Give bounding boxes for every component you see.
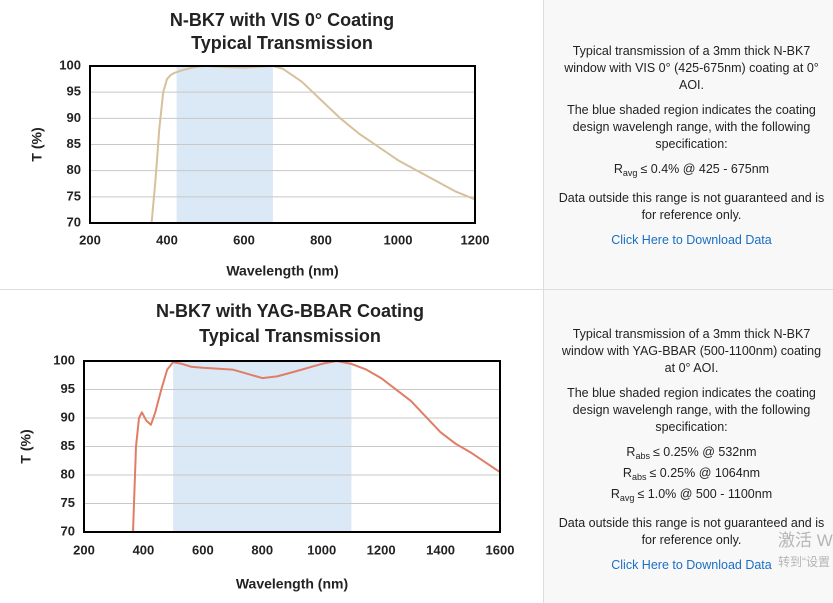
chart-subtitle: Typical Transmission: [191, 33, 373, 53]
intro-text: Typical transmission of a 3mm thick N-BK…: [564, 44, 819, 92]
download-link[interactable]: Click Here to Download Data: [611, 233, 772, 247]
y-tick-label: 100: [53, 352, 75, 367]
x-tick-label: 1000: [307, 542, 336, 557]
x-tick-label: 1200: [367, 542, 396, 557]
x-tick-label: 200: [73, 542, 95, 557]
y-tick-label: 80: [67, 162, 81, 177]
chart-cell: N-BK7 with YAG-BBAR Coating Typical Trans…: [0, 290, 543, 603]
y-tick-label: 70: [67, 214, 81, 229]
y-tick-label: 90: [67, 110, 81, 125]
x-tick-label: 800: [310, 232, 332, 247]
spec-line: Ravg ≤ 1.0% @ 500 - 1100nm: [556, 486, 827, 507]
spec-list: Ravg ≤ 0.4% @ 425 - 675nm: [556, 161, 827, 182]
spec-text: ≤ 0.25% @ 1064nm: [649, 466, 761, 480]
y-tick-label: 85: [61, 438, 75, 453]
y-tick-label: 95: [61, 381, 75, 396]
y-tick-label: 85: [67, 136, 81, 151]
description-panel: Typical transmission of a 3mm thick N-BK…: [543, 0, 833, 289]
y-tick-label: 95: [67, 84, 81, 99]
x-tick-label: 600: [233, 232, 255, 247]
spec-text: ≤ 0.4% @ 425 - 675nm: [640, 162, 770, 176]
spec-line: Rabs ≤ 0.25% @ 532nm: [556, 444, 827, 465]
x-tick-label: 800: [251, 542, 273, 557]
spec-subscript: abs: [631, 472, 647, 482]
intro-text: Typical transmission of a 3mm thick N-BK…: [561, 327, 822, 375]
spec-symbol: R: [626, 445, 636, 459]
spec-text: ≤ 1.0% @ 500 - 1100nm: [637, 487, 773, 501]
x-tick-label: 600: [192, 542, 214, 557]
chart-title: N-BK7 with VIS 0° Coating: [170, 10, 394, 30]
data-line: [150, 65, 476, 224]
y-tick-label: 100: [59, 57, 81, 72]
chart-cell: N-BK7 with VIS 0° Coating Typical Transmi…: [0, 0, 543, 289]
x-tick-label: 200: [79, 232, 101, 247]
watermark: 激活 W: [778, 531, 833, 550]
row: N-BK7 with VIS 0° Coating Typical Transmi…: [0, 0, 833, 290]
x-tick-label: 1600: [486, 542, 515, 557]
spec-line: Rabs ≤ 0.25% @ 1064nm: [556, 465, 827, 486]
spec-symbol: R: [610, 487, 620, 501]
chart-subtitle: Typical Transmission: [199, 326, 381, 346]
spec-symbol: R: [622, 466, 632, 480]
y-axis-label: T (%): [29, 127, 45, 161]
description-panel: Typical transmission of a 3mm thick N-BK…: [543, 290, 833, 603]
spec-line: Ravg ≤ 0.4% @ 425 - 675nm: [556, 161, 827, 182]
spec-text: ≤ 0.25% @ 532nm: [652, 445, 757, 459]
x-tick-label: 400: [133, 542, 155, 557]
spec-subscript: avg: [619, 493, 635, 503]
spec-symbol: R: [613, 162, 623, 176]
watermark: 转到“设置: [778, 555, 830, 569]
row: N-BK7 with YAG-BBAR Coating Typical Trans…: [0, 290, 833, 603]
x-tick-label: 1200: [461, 232, 490, 247]
y-axis-label: T (%): [18, 429, 34, 463]
chart-title: N-BK7 with YAG-BBAR Coating: [156, 301, 424, 321]
x-axis-label: Wavelength (nm): [226, 263, 338, 279]
note-text: Data outside this range is not guarantee…: [558, 191, 825, 222]
y-tick-label: 75: [61, 495, 75, 510]
note-text: Data outside this range is not guarantee…: [558, 516, 825, 547]
chart: N-BK7 with VIS 0° Coating Typical Transmi…: [29, 10, 490, 279]
x-tick-label: 1400: [426, 542, 455, 557]
spec-subscript: abs: [635, 451, 650, 461]
x-axis-label: Wavelength (nm): [236, 576, 348, 592]
x-tick-label: 400: [156, 232, 178, 247]
y-tick-label: 70: [61, 523, 75, 538]
download-link[interactable]: Click Here to Download Data: [611, 558, 772, 572]
spec-subscript: avg: [622, 168, 638, 178]
y-tick-label: 75: [67, 188, 81, 203]
plot-frame: [89, 65, 476, 224]
data-line: [132, 360, 501, 533]
spec-list: Rabs ≤ 0.25% @ 532nm Rabs ≤ 0.25% @ 1064nm R…: [556, 444, 827, 507]
shading-text: The blue shaded region indicates the coa…: [567, 103, 816, 151]
y-tick-label: 80: [61, 466, 75, 481]
chart: N-BK7 with YAG-BBAR Coating Typical Trans…: [18, 301, 515, 592]
shading-text: The blue shaded region indicates the coa…: [567, 386, 816, 434]
plot-frame: [83, 360, 501, 533]
y-tick-label: 90: [61, 409, 75, 424]
x-tick-label: 1000: [384, 232, 413, 247]
